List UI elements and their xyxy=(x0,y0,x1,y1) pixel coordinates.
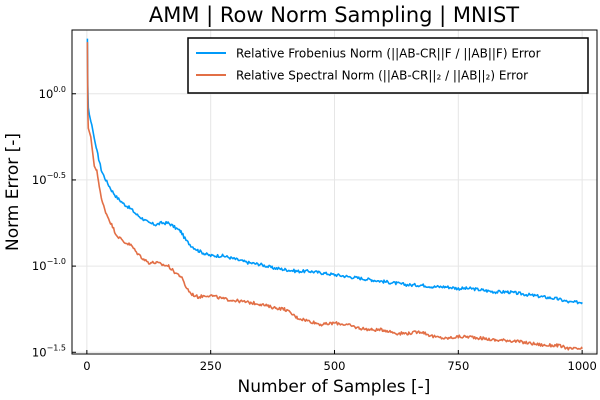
x-tick-label: 500 xyxy=(324,359,346,373)
y-axis-label: Norm Error [-] xyxy=(3,133,23,251)
legend-entry-frobenius: Relative Frobenius Norm (||AB-CR||F / ||… xyxy=(236,47,541,61)
y-tick-label: 100.0 xyxy=(39,85,66,101)
series-line-spectral xyxy=(86,42,583,351)
y-axis-ticks: 100.0 10−0.5 10−1.0 10−1.5 xyxy=(32,85,76,359)
legend: Relative Frobenius Norm (||AB-CR||F / ||… xyxy=(187,37,589,94)
x-axis-ticks: 0 250 500 750 1000 xyxy=(83,350,597,373)
x-tick-label: 1000 xyxy=(568,359,597,373)
y-tick-label: 10−1.0 xyxy=(32,257,66,273)
y-tick-label: 10−0.5 xyxy=(32,171,66,187)
series-layer xyxy=(86,38,583,351)
chart-title: AMM | Row Norm Sampling | MNIST xyxy=(149,3,519,28)
series-line-frobenius xyxy=(86,38,583,305)
x-axis-label: Number of Samples [-] xyxy=(238,377,431,397)
x-tick-label: 250 xyxy=(200,359,222,373)
legend-entry-spectral: Relative Spectral Norm (||AB-CR||₂ / ||A… xyxy=(236,69,528,83)
y-tick-label: 10−1.5 xyxy=(32,343,66,359)
x-tick-label: 0 xyxy=(83,359,90,373)
x-tick-label: 750 xyxy=(447,359,469,373)
legend-box xyxy=(187,37,589,94)
